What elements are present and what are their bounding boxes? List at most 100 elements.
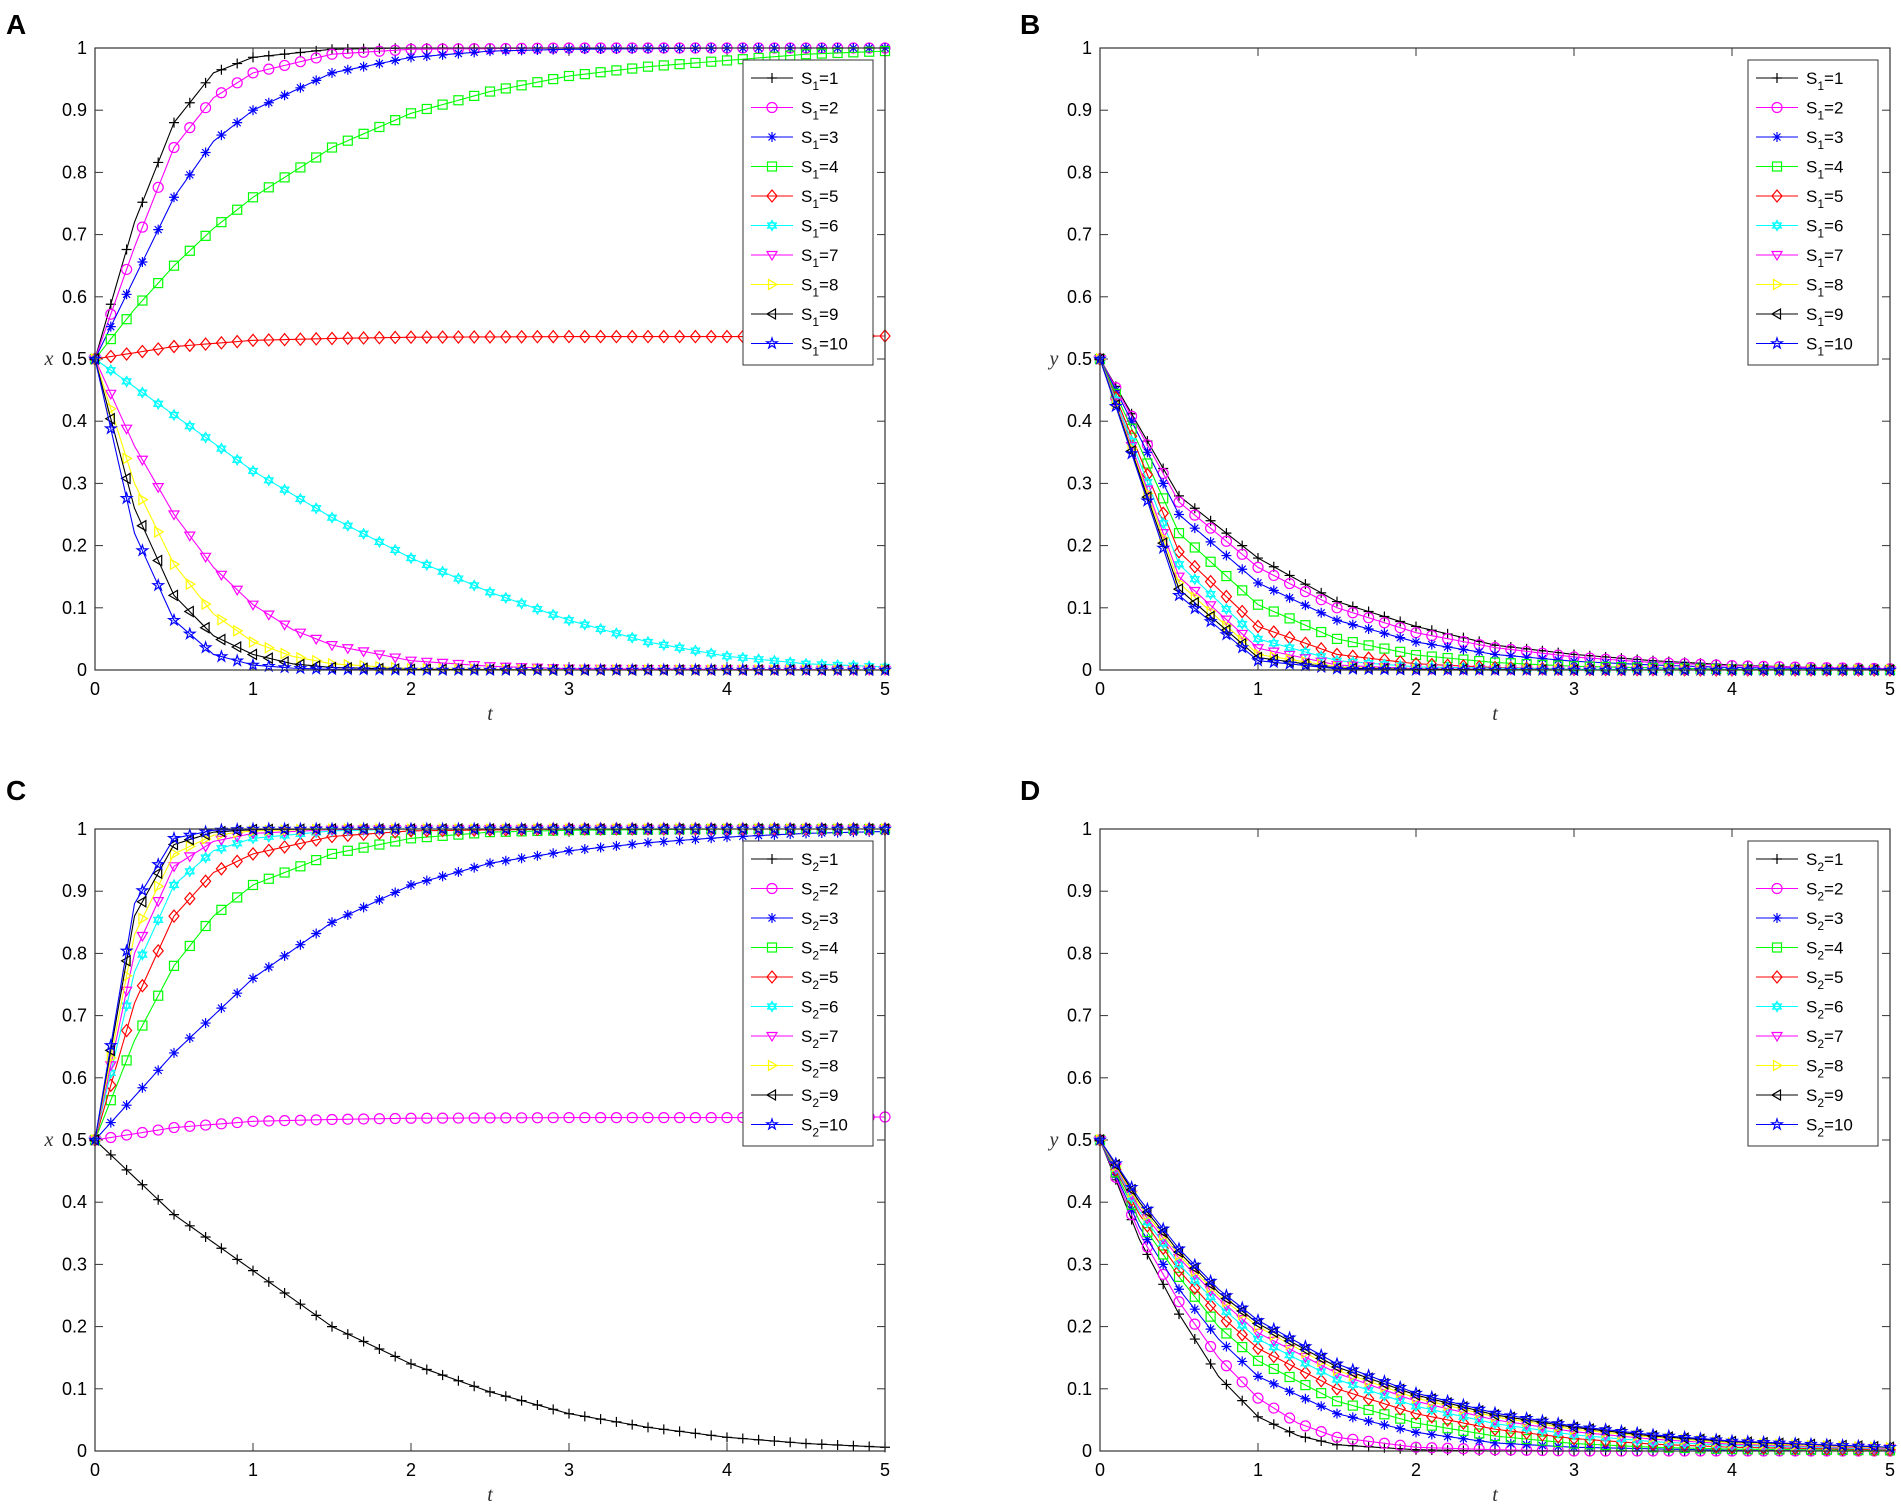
- data-point: [658, 638, 670, 652]
- legend-label-value: =4: [1824, 939, 1843, 958]
- data-point: [1756, 662, 1771, 677]
- data-point: [1772, 1435, 1787, 1449]
- data-point: [1284, 1349, 1295, 1362]
- y-tick-label: 0.1: [62, 598, 87, 618]
- data-point: [627, 839, 638, 850]
- data-point: [311, 152, 322, 163]
- data-point: [1220, 615, 1233, 626]
- data-point: [200, 77, 211, 88]
- data-point: [626, 631, 638, 644]
- data-point: [1379, 1389, 1390, 1402]
- data-point: [1661, 1428, 1676, 1443]
- data-point: [579, 1411, 590, 1422]
- data-point: [374, 839, 385, 850]
- data-point: [1645, 662, 1661, 677]
- data-point: [151, 857, 166, 871]
- y-tick-label: 0: [1082, 1441, 1092, 1461]
- panel-b: B0 1 2 3 4 500.10.20.30.40.50.60.70.80.91tyS1…: [1020, 9, 1898, 725]
- y-tick-label: 0.3: [62, 473, 87, 493]
- data-point: [311, 75, 322, 86]
- y-tick-label: 0.7: [62, 225, 87, 245]
- data-point: [862, 662, 877, 677]
- data-point: [1426, 1442, 1438, 1454]
- data-point: [262, 610, 275, 621]
- data-point: [231, 640, 242, 654]
- data-point: [1677, 662, 1692, 677]
- data-point: [1236, 1327, 1248, 1342]
- data-point: [232, 892, 243, 903]
- legend-label-main: S: [801, 1116, 812, 1135]
- data-point: [1410, 1417, 1422, 1429]
- data-point: [1554, 1420, 1565, 1433]
- data-point: [374, 894, 385, 905]
- legend-marker: [1770, 307, 1782, 321]
- y-tick-label: 0.1: [1067, 1379, 1092, 1399]
- legend-marker: [1770, 1031, 1784, 1043]
- data-point: [864, 46, 875, 57]
- data-point: [1520, 1420, 1533, 1431]
- legend-label-sub: 1: [812, 138, 819, 152]
- legend-label-value: =10: [1824, 1116, 1853, 1135]
- data-point: [1300, 1357, 1311, 1370]
- data-point: [248, 105, 258, 116]
- data-point: [311, 854, 322, 866]
- data-point: [263, 333, 275, 347]
- legend-marker: [765, 1031, 779, 1043]
- data-point: [705, 1112, 717, 1124]
- data-point: [184, 1032, 195, 1043]
- data-point: [214, 649, 229, 663]
- legend-marker: [764, 336, 780, 350]
- data-point: [1236, 1376, 1248, 1388]
- data-point: [1693, 662, 1708, 677]
- data-point: [169, 1209, 179, 1220]
- x-tick-label: 0: [1095, 1460, 1105, 1480]
- data-point: [137, 1020, 148, 1031]
- data-point: [1772, 662, 1787, 677]
- legend-marker: [1769, 1117, 1785, 1131]
- data-point: [1363, 606, 1374, 617]
- data-point: [658, 1112, 670, 1124]
- data-point: [1503, 662, 1518, 677]
- data-point: [1347, 1378, 1359, 1392]
- legend-label: S1=2: [801, 99, 838, 123]
- data-point: [468, 330, 480, 344]
- series-markers-10: [87, 821, 893, 1147]
- legend-label-value: =1: [1824, 850, 1843, 869]
- data-point: [279, 1114, 291, 1127]
- data-point: [1110, 1169, 1121, 1180]
- data-point: [1584, 1442, 1595, 1453]
- data-point: [230, 822, 245, 836]
- data-point: [327, 917, 337, 928]
- data-point: [674, 641, 685, 654]
- data-point: [105, 321, 116, 332]
- x-tick-label: 2: [406, 1460, 416, 1480]
- data-point: [1219, 627, 1234, 641]
- data-point: [546, 821, 561, 836]
- y-tick-label: 0.3: [1067, 473, 1092, 493]
- data-point: [1173, 528, 1185, 539]
- data-point: [279, 950, 290, 961]
- legend-label-main: S: [801, 246, 812, 265]
- legend-label-sub: 2: [1817, 890, 1824, 904]
- data-point: [515, 329, 528, 344]
- data-point: [1442, 1406, 1453, 1420]
- legend-label: S2=8: [801, 1057, 838, 1081]
- data-point: [1187, 1257, 1202, 1272]
- data-point: [169, 847, 181, 860]
- x-tick-label: 2: [406, 679, 416, 699]
- legend-label: S2=10: [801, 1116, 848, 1140]
- data-point: [199, 337, 212, 352]
- data-point: [1203, 1273, 1218, 1288]
- data-point: [184, 122, 196, 134]
- data-point: [152, 943, 164, 958]
- legend-label-sub: 2: [1817, 919, 1824, 933]
- data-point: [136, 455, 149, 466]
- legend-marker: [767, 854, 777, 864]
- data-point: [1441, 1412, 1454, 1427]
- data-point: [168, 960, 180, 971]
- data-point: [183, 531, 196, 542]
- data-point: [1473, 1419, 1485, 1434]
- data-point: [610, 329, 623, 344]
- legend-label-sub: 1: [812, 345, 819, 359]
- data-point: [1535, 1413, 1550, 1427]
